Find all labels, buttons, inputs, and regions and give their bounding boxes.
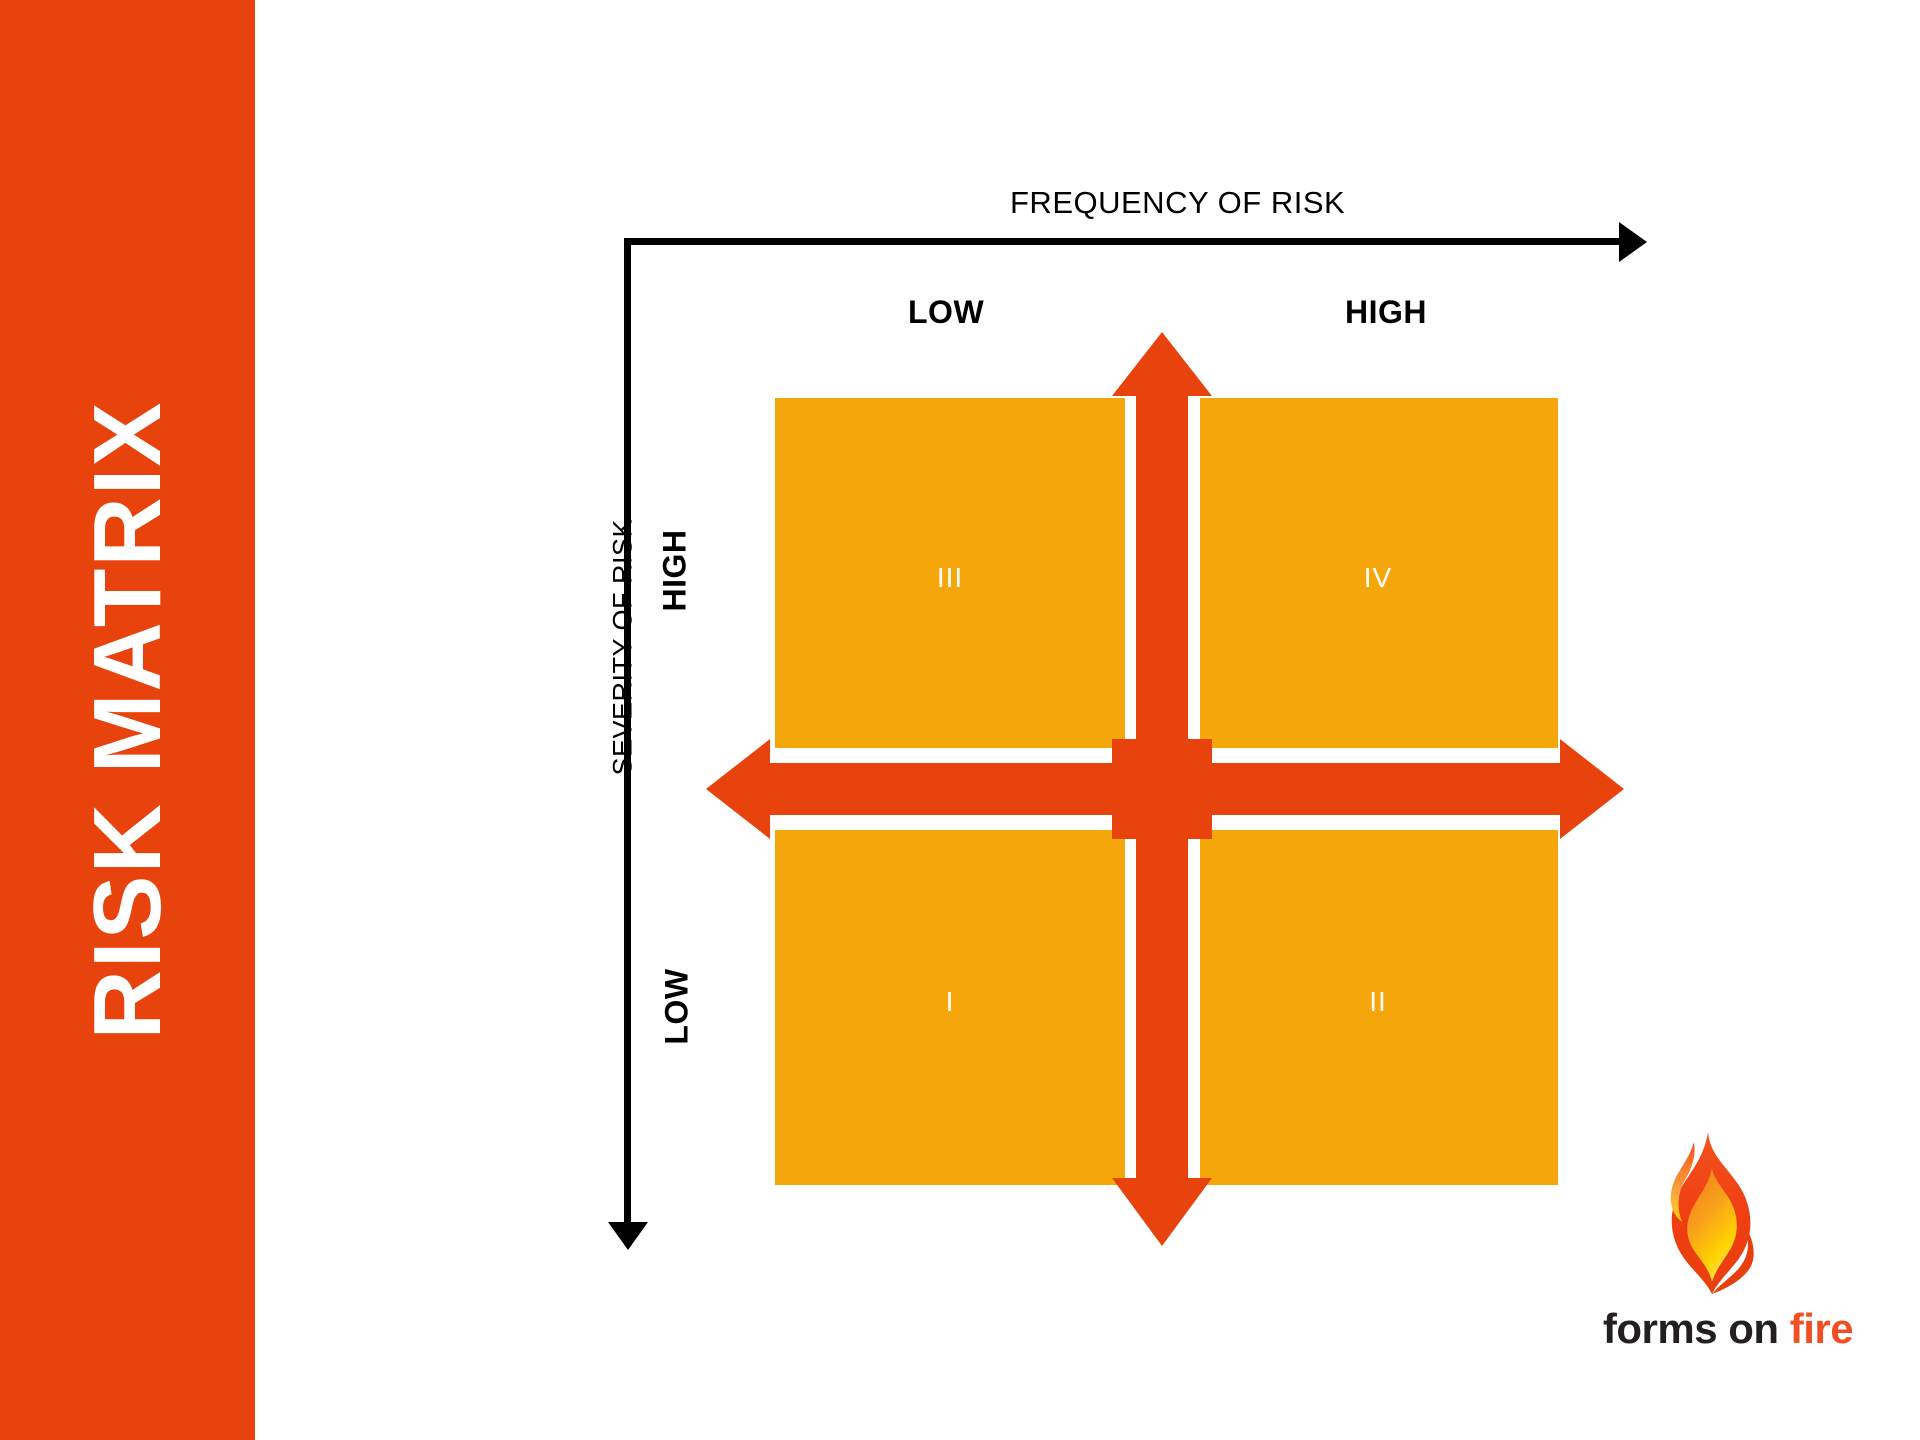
x-tick-low: LOW — [908, 294, 985, 330]
y-axis-line-fill — [624, 238, 631, 1230]
y-axis-line — [624, 238, 631, 1230]
y-tick-low: LOW — [658, 968, 695, 1045]
quadrant-ii[interactable] — [1200, 830, 1558, 1185]
quadrant-label-iii: III — [936, 562, 964, 593]
x-tick-high: HIGH — [1345, 294, 1427, 330]
quadrant-label-iv: IV — [1363, 562, 1393, 593]
quadrant-iii[interactable] — [775, 398, 1125, 748]
x-axis-title: FREQUENCY OF RISK — [1010, 185, 1346, 220]
quadrant-label-i: I — [945, 986, 955, 1017]
quadrant-iv[interactable] — [1200, 398, 1558, 748]
x-axis-arrowhead-icon — [1619, 222, 1647, 262]
vertical-arrow-shape — [1112, 332, 1212, 1246]
horizontal-arrow-shape — [706, 739, 1624, 839]
y-axis-title: SEVERITY OF RISK — [607, 518, 638, 776]
brand-word-one: forms on — [1602, 1305, 1790, 1352]
brand-wordmark: forms on fire — [1578, 1308, 1878, 1350]
quadrant-label-ii: II — [1369, 986, 1387, 1017]
brand-word-two: fire — [1789, 1305, 1854, 1352]
page-title: RISK MATRIX — [73, 400, 181, 1040]
x-axis-line — [627, 238, 1627, 245]
quadrant-i[interactable] — [775, 830, 1125, 1185]
cross-center-block — [1112, 739, 1212, 839]
y-axis-arrowhead-icon — [608, 1222, 648, 1250]
y-tick-high: HIGH — [656, 529, 693, 612]
flame-icon — [1670, 1132, 1754, 1294]
brand-logo[interactable]: forms on fire — [1578, 1128, 1878, 1388]
sidebar-banner: RISK MATRIX — [0, 0, 255, 1440]
